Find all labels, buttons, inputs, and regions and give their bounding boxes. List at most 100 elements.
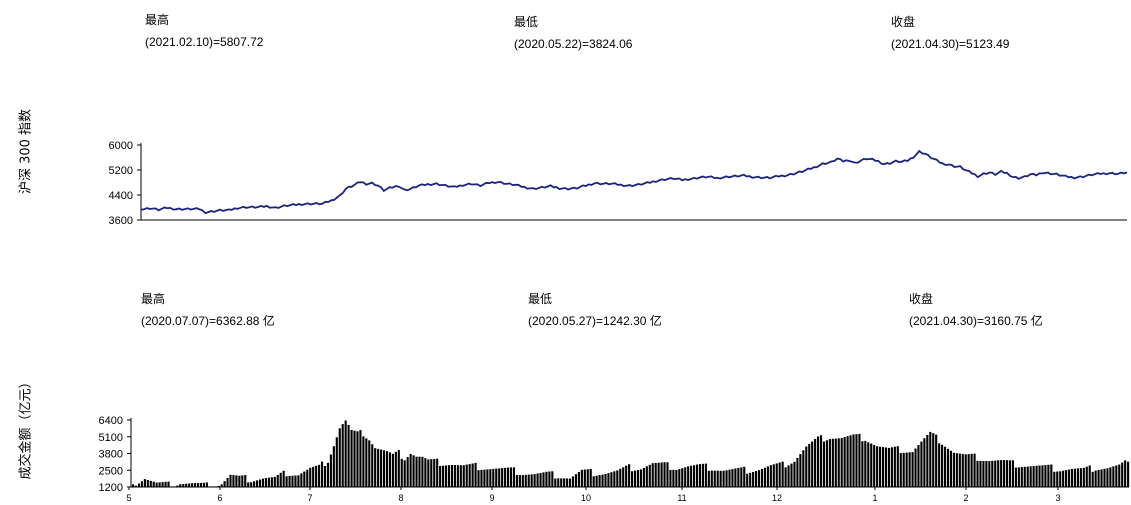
volume-bar <box>837 438 840 487</box>
index-ytick-label: 6000 <box>109 140 133 152</box>
volume-bar <box>1029 466 1032 487</box>
volume-bar <box>796 457 799 487</box>
volume-bar <box>415 456 418 487</box>
volume-bar <box>137 483 141 487</box>
volume-bar <box>988 461 991 487</box>
volume-bar <box>905 452 908 487</box>
volume-bar <box>450 465 454 487</box>
volume-bar <box>554 478 557 487</box>
volume-bar <box>852 434 855 487</box>
volume-bar <box>1017 467 1020 487</box>
volume-bar <box>267 477 270 487</box>
volume-bar <box>828 439 831 487</box>
volume-bar <box>666 462 669 487</box>
volume-bar <box>235 475 238 487</box>
volume-bar <box>253 481 256 487</box>
volume-bar <box>884 447 888 487</box>
volume-bar <box>371 444 374 487</box>
volume-bar <box>586 469 589 487</box>
volume-bar <box>607 473 610 487</box>
volume-bar <box>1050 464 1053 487</box>
volume-bar <box>509 467 513 487</box>
volume-bar <box>512 467 516 487</box>
volume-xtick-label: 3 <box>1055 493 1060 503</box>
volume-bar <box>923 438 926 487</box>
index-low-value: (2020.05.22)=3824.06 <box>514 37 633 51</box>
volume-bar <box>622 467 625 487</box>
volume-bar <box>323 466 327 487</box>
volume-bar <box>1020 467 1023 487</box>
volume-bar <box>1106 468 1109 487</box>
volume-bar <box>152 481 155 487</box>
volume-bar <box>873 445 876 487</box>
volume-bar <box>938 443 941 487</box>
volume-bar <box>787 465 790 487</box>
volume-bar <box>456 465 459 487</box>
volume-bar <box>970 453 973 487</box>
volume-xtick-label: 5 <box>126 493 131 503</box>
volume-xtick-label: 11 <box>677 493 686 503</box>
volume-bar <box>778 462 781 487</box>
volume-bar <box>571 476 575 487</box>
volume-bar <box>982 461 985 487</box>
volume-bar <box>1127 461 1130 487</box>
volume-bar <box>536 473 539 487</box>
volume-bar <box>350 429 353 487</box>
volume-bar <box>380 449 383 487</box>
volume-bar <box>533 474 536 487</box>
volume-bar <box>577 472 580 487</box>
volume-bar <box>994 460 997 487</box>
volume-bar <box>332 446 335 487</box>
volume-bar <box>604 474 607 487</box>
volume-bar <box>704 463 707 487</box>
volume-bar <box>264 478 267 487</box>
volume-bar <box>279 472 282 487</box>
volume-bar <box>610 472 613 487</box>
volume-bar <box>312 466 315 487</box>
volume-bar <box>560 478 563 487</box>
volume-bar <box>684 467 687 487</box>
volume-bar <box>580 469 583 487</box>
volume-bar <box>772 464 775 487</box>
volume-bar <box>143 479 146 487</box>
volume-bar <box>391 453 394 487</box>
volume-bar <box>191 483 194 487</box>
volume-bar <box>757 470 761 487</box>
volume-bar <box>946 448 950 487</box>
volume-bar <box>867 442 870 487</box>
volume-bar <box>167 481 170 487</box>
volume-bar <box>849 435 852 487</box>
volume-bar <box>527 474 530 487</box>
volume-bar <box>955 453 958 487</box>
volume-bar <box>471 463 474 487</box>
volume-bar <box>158 482 161 487</box>
volume-bar <box>374 448 377 487</box>
volume-bar <box>961 454 964 487</box>
volume-bar <box>1103 468 1106 487</box>
volume-bar <box>530 474 533 487</box>
volume-bar <box>991 460 994 487</box>
volume-bar <box>1038 465 1041 487</box>
volume-bar <box>595 475 598 487</box>
volume-bar <box>799 454 802 487</box>
volume-bar <box>817 436 820 487</box>
volume-bar <box>1056 471 1059 487</box>
volume-bar <box>784 467 787 487</box>
volume-bar <box>911 452 914 487</box>
volume-bar <box>619 468 622 487</box>
volume-bar <box>908 452 911 487</box>
volume-bar <box>695 464 699 487</box>
volume-bar <box>335 437 338 487</box>
volume-bar <box>1073 468 1077 487</box>
volume-bar <box>808 444 811 487</box>
volume-bar <box>483 469 486 487</box>
volume-bar <box>400 458 403 487</box>
index-low-label: 最低 <box>514 15 539 29</box>
volume-bar <box>645 466 648 487</box>
volume-bar <box>291 475 294 487</box>
volume-bar <box>1091 471 1094 487</box>
volume-bar <box>657 462 660 487</box>
volume-bar <box>728 469 731 487</box>
volume-bar <box>678 469 681 487</box>
volume-bar <box>964 454 967 487</box>
